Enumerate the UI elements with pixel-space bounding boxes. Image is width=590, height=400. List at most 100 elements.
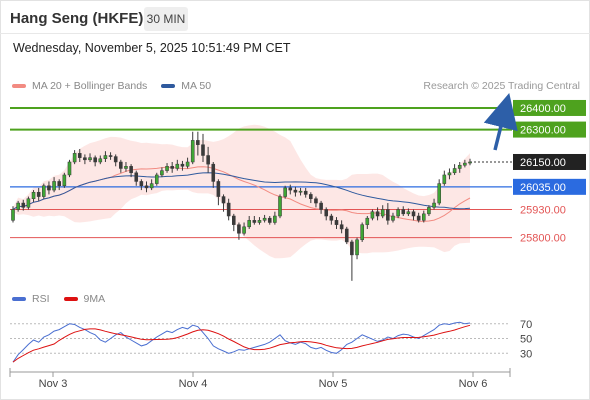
candlestick [119, 159, 123, 173]
candlestick [401, 206, 406, 217]
candlestick [406, 208, 411, 217]
rsi-tick-label: 30 [520, 348, 532, 360]
candlestick [201, 133, 205, 162]
candle-body [11, 209, 15, 221]
legend-bollinger-label: MA 20 + Bollinger Bands [32, 80, 148, 92]
candlestick [175, 159, 180, 171]
level-label-box [513, 99, 586, 116]
bullish-arrow [483, 92, 518, 151]
candle-body [344, 228, 349, 243]
candlestick [154, 172, 159, 186]
candle-body [370, 211, 375, 219]
candlestick [267, 216, 272, 225]
candle-body [380, 209, 385, 217]
candle-body [196, 140, 200, 145]
candle-body [129, 166, 133, 174]
candlestick [242, 222, 246, 236]
candlestick [421, 210, 426, 223]
candle-body [211, 163, 216, 182]
candle-body [62, 174, 67, 187]
candle-body [190, 140, 195, 163]
candle-body [93, 157, 97, 163]
candlestick [124, 161, 128, 172]
candlestick [278, 194, 282, 219]
candle-body [108, 155, 113, 157]
candlestick [283, 185, 287, 199]
candle-body [411, 211, 416, 217]
candle-body [36, 191, 41, 197]
candlestick [16, 200, 20, 212]
candle-body [298, 190, 303, 193]
candle-body [134, 172, 139, 182]
candle-body [180, 163, 185, 167]
candle-body [442, 174, 447, 184]
candlestick [442, 170, 447, 186]
candlestick [77, 149, 82, 162]
candle-body [273, 215, 277, 223]
candlestick [375, 207, 380, 221]
price-legend: MA 20 + Bollinger Bands MA 50 [12, 80, 225, 92]
candlestick [452, 164, 457, 175]
legend-rsi-label: RSI [32, 293, 50, 305]
candlestick [180, 160, 185, 171]
ma9-swatch [63, 297, 78, 301]
candlestick [221, 194, 226, 212]
legend-item-ma50: MA 50 [161, 80, 211, 92]
rsi-tick-label: 50 [520, 334, 532, 346]
candlestick [36, 187, 41, 201]
candle-body [170, 166, 174, 169]
candle-body [26, 198, 31, 208]
candle-body [160, 170, 164, 176]
candlestick [232, 213, 236, 232]
candle-body [303, 190, 308, 195]
candle-body [355, 239, 359, 256]
candle-body [257, 220, 262, 223]
candle-body [149, 183, 154, 189]
candle-body [375, 211, 380, 217]
candlestick [237, 222, 241, 240]
candlestick [324, 207, 329, 221]
candle-body [232, 215, 236, 225]
candle-body [447, 172, 452, 176]
candlestick [416, 212, 421, 223]
candlestick [262, 214, 267, 223]
level-label: 25800.00 [520, 233, 566, 245]
candlestick [350, 239, 354, 281]
candlestick [62, 172, 67, 188]
candlestick [149, 179, 154, 191]
price-level-labels: 26400.00 26300.00 26150.00 26035.00 25930.00… [513, 99, 586, 245]
timeframe-button[interactable]: 30 MIN [144, 7, 188, 31]
bollinger-band-fill [13, 124, 470, 259]
candle-body [339, 224, 344, 230]
candle-body [77, 153, 82, 158]
candlestick [360, 222, 364, 242]
candle-body [21, 202, 26, 208]
candlestick [380, 205, 385, 219]
candle-body [365, 217, 370, 225]
candlestick [344, 226, 349, 245]
candle-body [98, 158, 103, 163]
candlestick [314, 196, 318, 208]
candle-body [67, 161, 72, 176]
candle-body [293, 189, 298, 193]
candlestick [463, 159, 467, 168]
candle-body [175, 163, 180, 169]
candle-body [119, 161, 123, 169]
candle-body [283, 187, 287, 197]
candle-body [396, 209, 400, 217]
candle-body [16, 202, 20, 210]
candlestick [391, 212, 395, 223]
candlestick [47, 181, 51, 195]
candle-body [360, 224, 364, 241]
bollinger-bands [13, 124, 470, 259]
level-label-box [513, 121, 586, 138]
level-label: 26400.00 [520, 103, 566, 115]
candlestick [447, 168, 452, 180]
candlestick [457, 161, 462, 173]
candlestick [355, 237, 359, 260]
candlestick [370, 209, 375, 221]
candlestick [365, 216, 370, 229]
candle-body [47, 185, 51, 191]
candlestick [52, 177, 56, 193]
